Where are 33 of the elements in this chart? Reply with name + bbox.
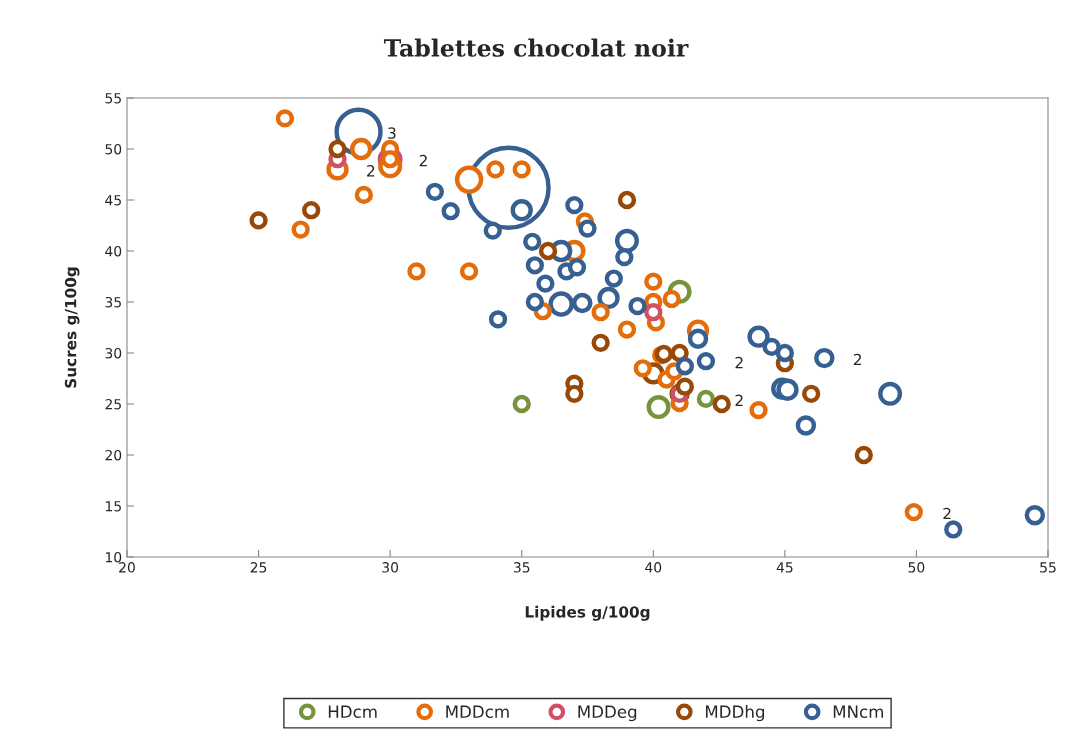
y-tick-label: 45 (105, 195, 121, 206)
x-tick-label: 40 (645, 562, 662, 573)
x-tick-label: 30 (382, 562, 399, 573)
y-tick-label: 40 (105, 245, 122, 257)
x-tick-label: 35 (513, 562, 530, 573)
annotation: 2 (367, 165, 375, 177)
legend-label: MDDcm (446, 705, 509, 719)
legend-label: HDcm (328, 705, 377, 719)
y-tick-label: 10 (105, 551, 122, 563)
y-axis-title: Sucres g/100g (64, 267, 80, 388)
legend-label: MDDhg (705, 705, 764, 722)
y-tick-label: 20 (105, 449, 122, 461)
annotation: 3 (388, 127, 396, 139)
annotation: 2 (943, 507, 951, 520)
y-tick-label: 30 (105, 347, 122, 359)
x-tick-label: 45 (776, 562, 793, 573)
y-tick-label: 35 (105, 296, 121, 308)
x-axis-title: Lipides g/100g (525, 605, 650, 621)
y-tick-label: 25 (105, 398, 121, 410)
x-tick-label: 25 (250, 562, 267, 573)
y-tick-label: 50 (105, 143, 122, 155)
annotation: 2 (853, 353, 861, 366)
legend-label: MNcm (833, 705, 884, 719)
chart-title: Tablettes chocolat noir (383, 38, 689, 57)
legend-label: MDDeg (578, 705, 637, 722)
y-tick-label: 15 (105, 501, 121, 512)
x-tick-label: 50 (908, 562, 925, 573)
x-tick-label: 55 (1040, 562, 1056, 573)
annotation: 2 (419, 154, 427, 167)
annotation: 2 (735, 394, 743, 406)
y-tick-label: 55 (105, 93, 121, 104)
x-tick-label: 20 (119, 562, 135, 573)
annotation: 2 (735, 356, 743, 369)
